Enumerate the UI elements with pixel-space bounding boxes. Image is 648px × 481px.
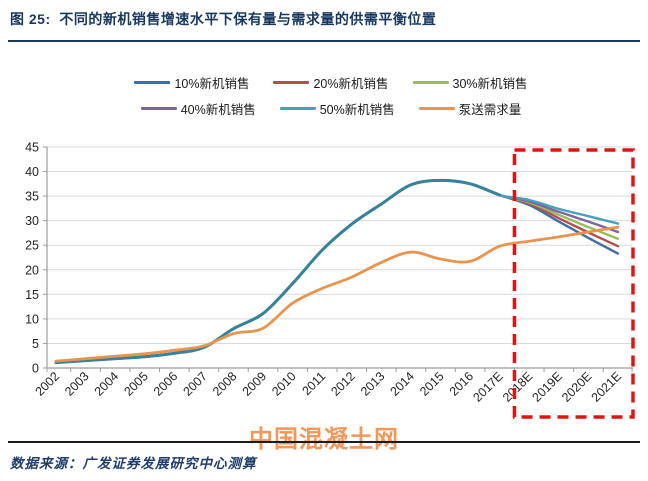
legend-item: 10%新机销售 (134, 73, 249, 92)
legend-swatch (279, 107, 316, 110)
series-line-30%新机销售 (54, 179, 620, 364)
figure-bottom-divider (8, 441, 640, 443)
title-divider (8, 40, 640, 42)
series-line-ownership-shared (54, 178, 502, 365)
y-axis-label: 30 (25, 214, 39, 228)
figure-title: 图 25: 不同的新机销售增速水平下保有量与需求量的供需平衡位置 (10, 11, 437, 27)
legend-item: 泵送需求量 (418, 99, 522, 118)
x-axis-label: 2011 (299, 369, 328, 398)
y-axis-label: 20 (25, 263, 39, 277)
legend-row: 40%新机销售 50%新机销售 泵送需求量 (127, 99, 522, 118)
legend-label: 40%新机销售 (180, 103, 256, 117)
x-axis-label: 2016 (447, 369, 477, 399)
legend-label: 10%新机销售 (174, 77, 250, 91)
series-line-50%新机销售 (54, 179, 620, 364)
y-axis-label: 40 (25, 165, 39, 179)
x-axis-label: 2003 (62, 369, 92, 399)
data-source-note: 数据来源：广发证券发展研究中心测算 (10, 456, 257, 471)
watermark-text: 中国混凝土网 (249, 426, 399, 453)
x-axis-label: 2020E (559, 369, 594, 404)
y-axis-label: 35 (25, 190, 39, 204)
series-line-泵送需求量 (54, 225, 620, 363)
legend-item: 50%新机销售 (279, 99, 395, 118)
x-axis-label: 2005 (121, 369, 151, 399)
x-axis-label: 2018E (500, 369, 535, 404)
chart-legend: 10%新机销售 20%新机销售 30%新机销售 40%新机销售 50%新机销售 泵送需求量 (0, 73, 648, 118)
legend-label: 30%新机销售 (452, 77, 528, 91)
legend-swatch (140, 107, 177, 110)
x-axis-label: 2007 (180, 369, 210, 399)
y-axis-label: 10 (25, 312, 39, 326)
x-axis-label: 2012 (328, 369, 358, 399)
x-axis-label: 2004 (92, 369, 122, 399)
x-axis-label: 2019E (529, 369, 564, 404)
legend-item: 20%新机销售 (273, 73, 389, 92)
legend-item: 30%新机销售 (412, 73, 528, 92)
legend-item: 40%新机销售 (140, 99, 256, 118)
x-axis-label: 2010 (269, 369, 299, 399)
x-axis-label: 2006 (151, 369, 181, 399)
series-line-20%新机销售 (54, 179, 620, 364)
y-axis-label: 15 (25, 288, 39, 302)
x-axis-label: 2009 (240, 369, 270, 399)
x-axis-label: 2014 (388, 369, 418, 399)
legend-swatch (134, 81, 171, 84)
x-axis-label: 2017E (470, 369, 505, 404)
x-axis-label: 2013 (358, 369, 388, 399)
x-axis-label: 2021E (589, 369, 624, 404)
x-axis-label: 2015 (417, 369, 447, 399)
legend-row: 10%新机销售 20%新机销售 30%新机销售 (120, 73, 528, 92)
series-line-10%新机销售 (54, 179, 620, 364)
y-axis-label: 5 (32, 337, 39, 351)
x-axis-label: 2002 (33, 369, 63, 399)
series-line-40%新机销售 (54, 179, 620, 364)
x-axis-label: 2008 (210, 369, 240, 399)
legend-swatch (273, 81, 310, 84)
y-axis-label: 45 (25, 141, 39, 155)
legend-label: 20%新机销售 (313, 77, 389, 91)
y-axis-label: 25 (25, 239, 39, 253)
legend-swatch (418, 107, 455, 110)
y-axis-label: 0 (32, 362, 39, 376)
legend-label: 50%新机销售 (319, 103, 395, 117)
legend-swatch (412, 81, 449, 84)
forecast-highlight-box (512, 148, 635, 419)
legend-label: 泵送需求量 (458, 103, 522, 117)
